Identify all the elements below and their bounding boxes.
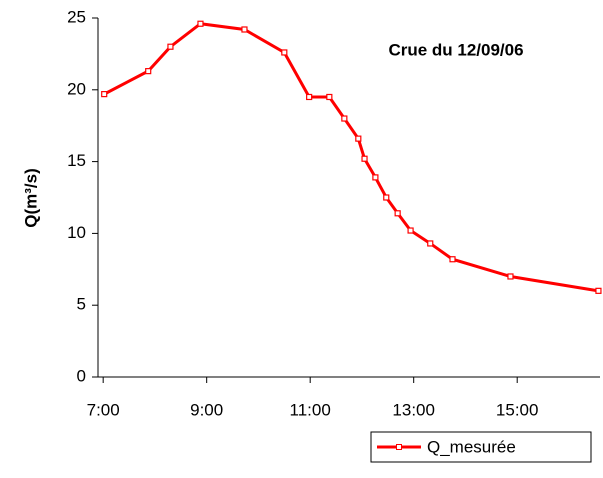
data-point (595, 287, 602, 294)
data-point (197, 20, 204, 27)
data-point (427, 240, 434, 247)
series-line (103, 22, 599, 293)
data-point (241, 26, 248, 33)
y-tick-label: 0 (77, 366, 86, 385)
y-tick-label: 20 (67, 79, 86, 98)
legend-marker (396, 444, 402, 450)
y-tick-label: 15 (67, 151, 86, 170)
x-tick-label: 15:00 (496, 400, 539, 419)
x-tick-label: 7:00 (87, 400, 120, 419)
x-tick-label: 9:00 (190, 400, 223, 419)
data-point (306, 93, 313, 101)
y-tick-label: 25 (67, 7, 86, 26)
y-tick-label: 5 (77, 295, 86, 314)
data-point (145, 68, 152, 75)
x-tick-label: 11:00 (290, 400, 331, 419)
legend-label: Q_mesurée (427, 437, 516, 456)
data-point (394, 210, 401, 217)
y-tick-label: 10 (67, 223, 86, 242)
data-point (341, 115, 348, 122)
data-point (355, 135, 362, 142)
data-point (407, 227, 414, 234)
data-point (449, 256, 456, 263)
y-axis-label: Q(m³/s) (21, 168, 40, 228)
data-point (326, 93, 333, 101)
data-point (281, 49, 288, 56)
data-point (507, 273, 514, 280)
x-tick-label: 13:00 (392, 400, 435, 419)
data-point (167, 43, 174, 50)
data-point (361, 155, 368, 162)
data-point (383, 194, 390, 201)
data-point (372, 174, 379, 181)
data-point (101, 91, 108, 98)
annotation: Crue du 12/09/06 (388, 40, 523, 59)
